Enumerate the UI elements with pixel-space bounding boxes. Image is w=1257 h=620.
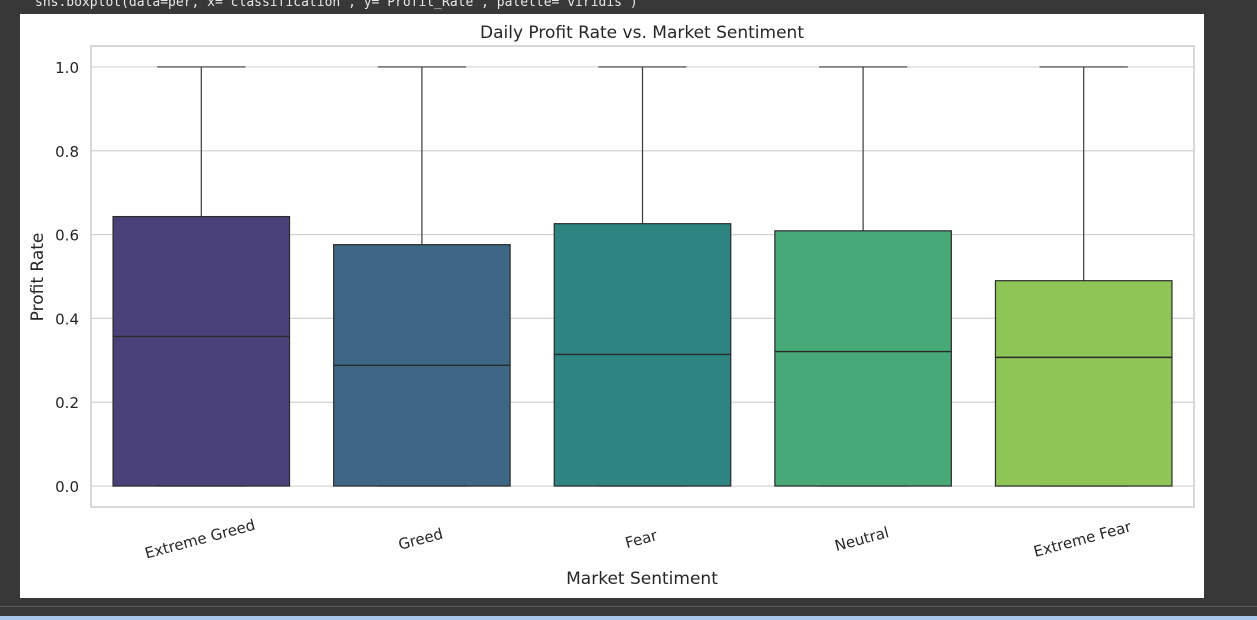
x-axis-label: Market Sentiment	[566, 569, 718, 589]
y-axis-label: Profit Rate	[28, 233, 48, 322]
y-tick-label: 0.4	[55, 310, 79, 328]
y-tick-label: 0.0	[55, 478, 79, 496]
x-tick-label: Extreme Greed	[143, 516, 257, 563]
x-tick-label: Greed	[396, 525, 445, 554]
box	[994, 280, 1173, 487]
y-tick-label: 0.8	[55, 143, 79, 161]
plot-frame	[90, 45, 1195, 508]
x-tick-label: Fear	[623, 526, 660, 552]
box-group	[333, 66, 511, 487]
box-group	[112, 66, 291, 487]
y-tick-label: 1.0	[55, 59, 79, 77]
box	[774, 230, 952, 487]
x-tick-label: Extreme Fear	[1032, 517, 1134, 561]
y-tick-label: 0.6	[55, 227, 79, 245]
box-group	[994, 66, 1173, 487]
box-group	[774, 66, 952, 487]
chart-output: 0.0 0.2 0.4 0.6 0.8 1.0 Extreme Greed Greed Fea…	[20, 14, 1204, 598]
status-bar	[0, 616, 1257, 620]
chart-title: Daily Profit Rate vs. Market Sentiment	[480, 23, 804, 43]
y-tick-label: 0.2	[55, 394, 79, 412]
boxplot-chart: 0.0 0.2 0.4 0.6 0.8 1.0 Extreme Greed Greed Fea…	[28, 23, 1195, 589]
code-cell-line: sns.boxplot(data=per, x='classification'…	[35, 0, 638, 10]
box	[112, 215, 291, 487]
x-tick-label: Neutral	[833, 523, 891, 555]
cell-divider	[0, 606, 1257, 607]
box-group	[553, 66, 732, 487]
